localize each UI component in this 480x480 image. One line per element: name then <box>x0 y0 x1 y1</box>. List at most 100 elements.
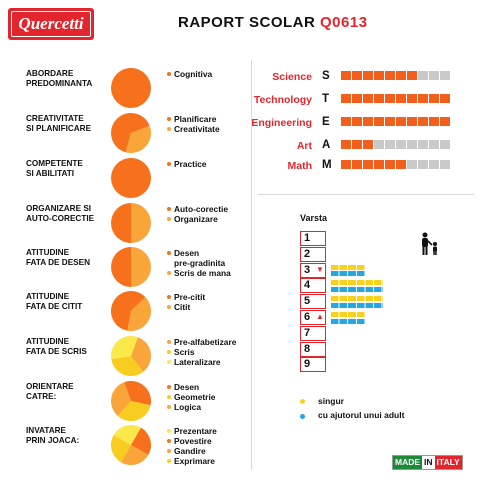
logo-text: Quercetti <box>11 11 91 37</box>
skill-legend: Auto-corectie Organizare <box>167 204 228 224</box>
steam-row: Technology T <box>252 92 472 108</box>
steam-cell-empty <box>407 140 417 149</box>
legend-singur: singur <box>318 396 344 406</box>
legend-text: Logica <box>174 402 201 412</box>
steam-cell-empty <box>440 71 450 80</box>
legend-dot <box>167 162 171 166</box>
legend-text: Exprimare <box>174 456 215 466</box>
legend-yellow-dot <box>300 399 305 404</box>
steam-cell-empty <box>418 71 428 80</box>
legend-text: Povestire <box>174 436 212 446</box>
skill-legend-item: Cognitiva <box>167 69 212 79</box>
pie-slice <box>131 247 151 287</box>
age-cell: 1 <box>300 231 326 246</box>
pie-slice <box>111 68 151 108</box>
skill-label-line: COMPETENTE <box>26 159 83 168</box>
steam-cell-filled <box>341 94 351 103</box>
skill-label: ABORDARE PREDOMINANTA <box>26 69 116 89</box>
pie-slice <box>125 125 151 153</box>
skill-label-line: ABORDARE <box>26 69 74 78</box>
product-code: Q0613 <box>320 14 368 31</box>
steam-cell-empty <box>374 140 384 149</box>
skill-pie <box>111 247 151 287</box>
pie-slice <box>111 291 146 331</box>
skill-pie <box>111 68 151 108</box>
skill-row: ATITUDINE FATA DE DESEN Desen pre-gradinita… <box>0 244 250 288</box>
steam-cell-filled <box>374 71 384 80</box>
legend-dot <box>167 429 171 433</box>
steam-cell-filled <box>352 94 362 103</box>
steam-row: Engineering E <box>251 115 472 131</box>
skill-row: ATITUDINE FATA DE CITIT Pre-citit Citit <box>0 288 250 332</box>
legend-dot <box>167 271 171 275</box>
skill-label: COMPETENTE SI ABILITATI <box>26 159 116 179</box>
skill-legend-item: Pre-citit <box>167 292 205 302</box>
legend-text: pre-gradinita <box>174 258 226 268</box>
steam-cell-empty <box>429 140 439 149</box>
skill-legend-item: Prezentare <box>167 426 217 436</box>
steam-cell-filled <box>341 160 351 169</box>
skill-label-line: FATA DE CITIT <box>26 302 83 311</box>
age-bar-adult <box>331 271 366 277</box>
skill-pie <box>111 381 151 421</box>
steam-cell-empty <box>407 160 417 169</box>
legend-dot <box>167 459 171 463</box>
pie-slice <box>124 381 151 406</box>
legend-dot <box>167 449 171 453</box>
skill-row: COMPETENTE SI ABILITATI Practice <box>0 155 250 199</box>
age-cell: 8 <box>300 341 326 357</box>
legend-text: Desen <box>174 248 200 258</box>
steam-cell-filled <box>385 117 395 126</box>
skill-label: ORIENTARE CATRE: <box>26 382 116 402</box>
legend-text: Prezentare <box>174 426 217 436</box>
skill-legend: Planificare Creativitate <box>167 114 220 134</box>
legend-dot <box>167 395 171 399</box>
skill-label: INVATARE PRIN JOACA: <box>26 426 116 446</box>
steam-cell-filled <box>396 160 406 169</box>
steam-cell-empty <box>429 71 439 80</box>
steam-score-bar <box>341 117 450 126</box>
age-start-marker: ▼ <box>316 264 324 274</box>
skill-legend-item: Creativitate <box>167 124 220 134</box>
steam-cell-filled <box>418 94 428 103</box>
skill-pie <box>111 203 151 243</box>
steam-cell-filled <box>418 117 428 126</box>
steam-cell-filled <box>374 94 384 103</box>
steam-score-bar <box>341 94 450 103</box>
legend-text: Creativitate <box>174 124 220 134</box>
skill-legend-item: Scris de mana <box>167 268 231 278</box>
legend-dot <box>167 117 171 121</box>
skill-label-line: FATA DE SCRIS <box>26 347 87 356</box>
legend-dot <box>167 405 171 409</box>
steam-cell-empty <box>440 160 450 169</box>
age-bar-alone <box>331 312 366 317</box>
age-end-marker: ▲ <box>316 312 324 321</box>
steam-letter: S <box>322 70 330 82</box>
legend-dot <box>167 340 171 344</box>
age-bar-adult <box>331 302 383 308</box>
steam-cell-filled <box>363 117 373 126</box>
in-text: IN <box>422 456 435 469</box>
column-divider <box>251 60 252 470</box>
age-cell: 2 <box>300 246 326 262</box>
steam-row: Science S <box>252 69 472 85</box>
pie-slice <box>131 427 151 455</box>
skill-label-line: SI PLANIFICARE <box>26 124 92 133</box>
steam-cell-empty <box>396 140 406 149</box>
skill-legend-item: Exprimare <box>167 456 217 466</box>
made-text: MADE <box>393 456 423 469</box>
legend-text: Lateralizare <box>174 357 221 367</box>
skill-row: ATITUDINE FATA DE SCRIS Pre-alfabetizare Sc… <box>0 333 250 377</box>
skill-legend: Desen pre-gradinita Scris de mana <box>167 248 231 278</box>
skill-legend-item: Logica <box>167 402 215 412</box>
skill-label: CREATIVITATE SI PLANIFICARE <box>26 114 116 134</box>
skill-legend-item: pre-gradinita <box>167 258 231 268</box>
skill-label-line: ORIENTARE <box>26 382 74 391</box>
age-cell: 5 <box>300 294 326 310</box>
skill-pie <box>111 158 151 198</box>
skill-row: ABORDARE PREDOMINANTA Cognitiva <box>0 65 250 109</box>
skill-row: CREATIVITATE SI PLANIFICARE Planificare Cre… <box>0 110 250 154</box>
steam-cell-empty <box>385 140 395 149</box>
legend-text: Geometrie <box>174 392 216 402</box>
skill-legend-item: Scris <box>167 347 236 357</box>
